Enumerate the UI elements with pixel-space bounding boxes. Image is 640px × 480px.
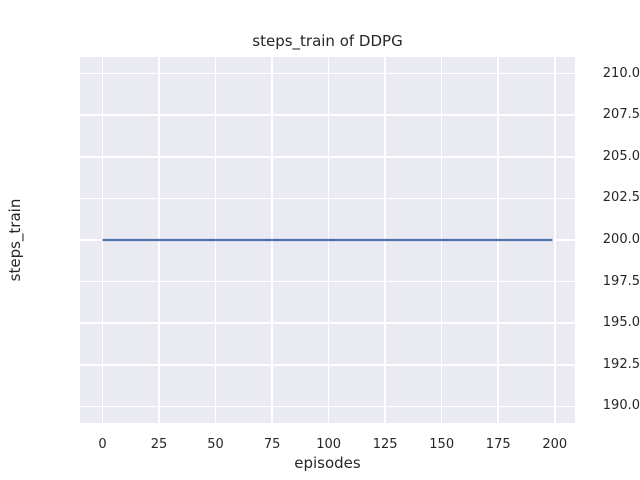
x-tick-label: 150	[429, 437, 455, 452]
y-tick-label: 207.5	[602, 107, 640, 123]
y-tick-label: 202.5	[602, 190, 640, 206]
x-tick-label: 25	[150, 437, 168, 452]
y-tick-label: 205.0	[602, 149, 640, 165]
data-line-layer	[102, 238, 553, 242]
y-gridline	[80, 322, 575, 324]
y-tick-label: 192.5	[602, 356, 640, 372]
chart-title: steps_train of DDPG	[252, 32, 403, 50]
y-tick-label: 190.0	[602, 398, 640, 414]
plot-area	[80, 57, 575, 423]
y-tick-label: 210.0	[602, 65, 640, 81]
y-gridline	[80, 114, 575, 117]
y-tick-label: 197.5	[602, 273, 640, 289]
y-tick-label: 200.0	[602, 232, 640, 248]
x-tick-label: 100	[316, 437, 342, 452]
x-tick-label: 0	[98, 437, 107, 452]
y-gridline	[80, 197, 575, 200]
y-gridline	[80, 156, 575, 158]
x-tick-label: 175	[485, 437, 511, 452]
y-tick-label: 195.0	[602, 315, 640, 331]
x-axis-label: episodes	[294, 454, 361, 472]
x-tick-label: 125	[372, 437, 398, 452]
y-gridline	[80, 72, 575, 75]
y-gridline	[80, 363, 575, 366]
y-axis-label: steps_train	[6, 198, 24, 282]
y-gridline	[80, 405, 575, 408]
x-tick-label: 200	[542, 437, 568, 452]
x-tick-label: 75	[263, 437, 281, 452]
y-gridline	[80, 280, 575, 283]
x-tick-label: 50	[207, 437, 224, 452]
